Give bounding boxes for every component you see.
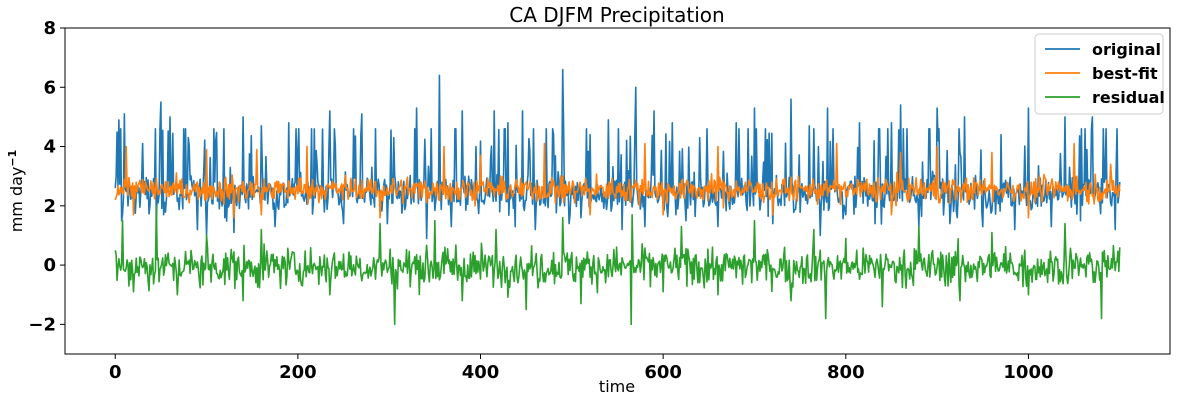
x-tick-label: 800: [827, 362, 865, 383]
legend-label-original: original: [1092, 40, 1161, 59]
y-tick-label: 8: [43, 18, 56, 39]
chart-title: CA DJFM Precipitation: [509, 3, 724, 27]
x-tick-label: 1000: [1003, 362, 1053, 383]
x-tick-label: 0: [109, 362, 122, 383]
x-tick-label: 600: [644, 362, 682, 383]
y-tick-label: −2: [28, 314, 56, 335]
x-axis-label: time: [599, 377, 635, 396]
series-layer: [114, 68, 1121, 326]
series-line-original: [114, 68, 1121, 240]
plot-frame: [64, 27, 1171, 355]
y-tick-label: 0: [43, 255, 56, 276]
x-tick-label: 400: [462, 362, 500, 383]
y-axis-label-exponent: −1: [6, 150, 19, 167]
x-axis: 0 200 400 600 800 1000: [109, 354, 1054, 383]
legend: original best-fit residual: [1034, 33, 1165, 115]
legend-label-best-fit: best-fit: [1092, 64, 1158, 83]
legend-label-residual: residual: [1092, 88, 1165, 107]
y-tick-label: 4: [43, 137, 56, 158]
legend-box: [1034, 33, 1164, 115]
y-tick-label: 2: [43, 196, 56, 217]
series-line-residual: [114, 205, 1121, 326]
y-tick-label: 6: [43, 77, 56, 98]
y-axis-label-base: mm day: [7, 167, 26, 233]
y-axis-label: mm day−1: [6, 150, 26, 233]
series-line-best-fit: [114, 142, 1121, 219]
x-tick-label: 200: [279, 362, 317, 383]
y-axis: −2 0 2 4 6 8: [28, 18, 65, 335]
